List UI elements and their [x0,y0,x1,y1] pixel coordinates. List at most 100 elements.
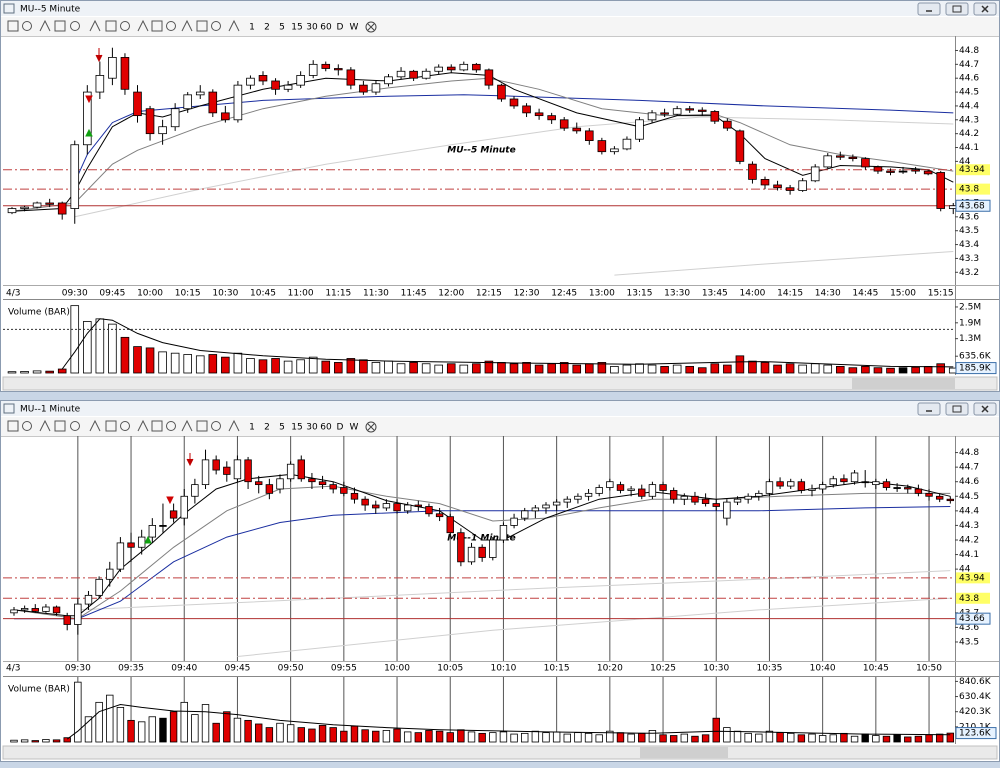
toolbar-button[interactable] [211,421,221,431]
toolbar-button[interactable] [70,421,80,431]
scrollbar[interactable] [2,376,998,391]
toolbar-button[interactable] [39,419,51,432]
toolbar-button[interactable] [89,419,101,432]
toolbar-button[interactable] [137,419,149,432]
toolbar-button[interactable] [120,21,130,31]
toolbar-interval[interactable]: D [337,423,344,433]
toolbar-button[interactable] [365,21,377,33]
candle-body [697,109,707,112]
volume-bar [616,732,625,743]
price-level-tag [956,592,990,604]
candle-body [183,94,192,110]
icon [39,19,51,32]
toolbar-interval[interactable]: D [337,23,344,33]
toolbar-button[interactable] [39,19,51,32]
y-tick-label: 44.8 [959,448,979,458]
toolbar-button[interactable] [105,420,117,432]
volume-bar [158,351,167,374]
volume-bar [258,359,268,374]
candle-body [403,504,412,512]
toolbar-button[interactable] [105,20,117,32]
candle-body [744,495,752,500]
toolbar-interval[interactable]: 30 [306,23,318,33]
x-tick-label: 14:45 [852,289,878,299]
toolbar-button[interactable] [151,20,163,32]
toolbar-button[interactable] [365,421,377,433]
candle-body [283,84,293,90]
candle-body [233,459,242,480]
toolbar-button[interactable] [22,21,32,31]
y-tick-label: 44.5 [959,88,979,98]
x-tick-label: 11:15 [325,289,351,299]
toolbar-button[interactable] [211,21,221,31]
toolbar-button[interactable] [137,19,149,32]
toolbar-button[interactable] [7,20,19,32]
toolbar-button[interactable] [166,421,176,431]
toolbar-interval[interactable]: 5 [279,23,285,33]
candle-body [63,615,71,625]
toolbar-button[interactable] [54,20,66,32]
toolbar-interval[interactable]: 1 [249,423,255,433]
toolbar-interval[interactable]: 2 [264,423,270,433]
window-min-button[interactable] [917,402,941,416]
window-min-button[interactable] [917,2,941,16]
candle-body [45,202,54,205]
toolbar-interval[interactable]: 2 [264,23,270,33]
toolbar-button[interactable] [54,420,66,432]
toolbar-button[interactable] [120,421,130,431]
toolbar-button[interactable] [166,21,176,31]
window-close-button[interactable] [973,2,997,16]
x-tick-label: 10:25 [650,664,676,674]
x-tick-label: 12:30 [514,289,540,299]
volume-bar [861,365,870,374]
volume-last-label: 123.6K [959,729,992,739]
candle-body [414,504,423,507]
x-tick-label: 15:15 [928,289,954,299]
volume-bar [45,370,54,374]
volume-bar [265,727,274,743]
x-tick-label: 14:30 [815,289,841,299]
toolbar-interval[interactable]: 1 [249,23,255,33]
toolbar-button[interactable] [196,20,208,32]
volume-bar [159,717,167,743]
volume-bar [84,716,93,743]
volume-bar [522,362,531,374]
candle-body [810,166,820,182]
toolbar-button[interactable] [7,420,19,432]
icon [89,19,101,32]
window-max-button[interactable] [945,402,969,416]
toolbar-interval[interactable]: 30 [306,423,318,433]
candle-body [748,163,757,180]
toolbar-interval[interactable]: 15 [291,23,302,33]
candle-body [531,507,540,512]
toolbar-button[interactable] [228,19,240,32]
scroll-thumb[interactable] [640,747,728,758]
volume-bar [574,732,582,743]
toolbar-interval[interactable]: 5 [279,423,285,433]
toolbar-button[interactable] [196,420,208,432]
toolbar-button[interactable] [70,21,80,31]
toolbar-interval[interactable]: 60 [320,23,332,33]
toolbar-interval[interactable]: 15 [291,423,302,433]
toolbar-interval[interactable]: 60 [320,423,332,433]
candle-body [680,495,689,500]
toolbar-interval[interactable]: W [350,23,359,33]
volume-bar [244,719,252,743]
x-tick-label: 13:30 [664,289,690,299]
window-max-button[interactable] [945,2,969,16]
volume-bar [829,734,837,743]
scrollbar[interactable] [2,745,998,760]
toolbar-button[interactable] [181,419,193,432]
toolbar-button[interactable] [89,19,101,32]
volume-bar [710,363,720,374]
volume-average [61,318,954,370]
price-level-label: 43.68 [959,201,985,211]
toolbar-interval[interactable]: W [350,423,359,433]
scroll-thumb[interactable] [852,378,955,389]
toolbar-button[interactable] [151,420,163,432]
toolbar-button[interactable] [228,419,240,432]
x-tick-label: 11:45 [401,289,427,299]
toolbar-button[interactable] [181,19,193,32]
window-close-button[interactable] [973,402,997,416]
toolbar-button[interactable] [22,421,32,431]
